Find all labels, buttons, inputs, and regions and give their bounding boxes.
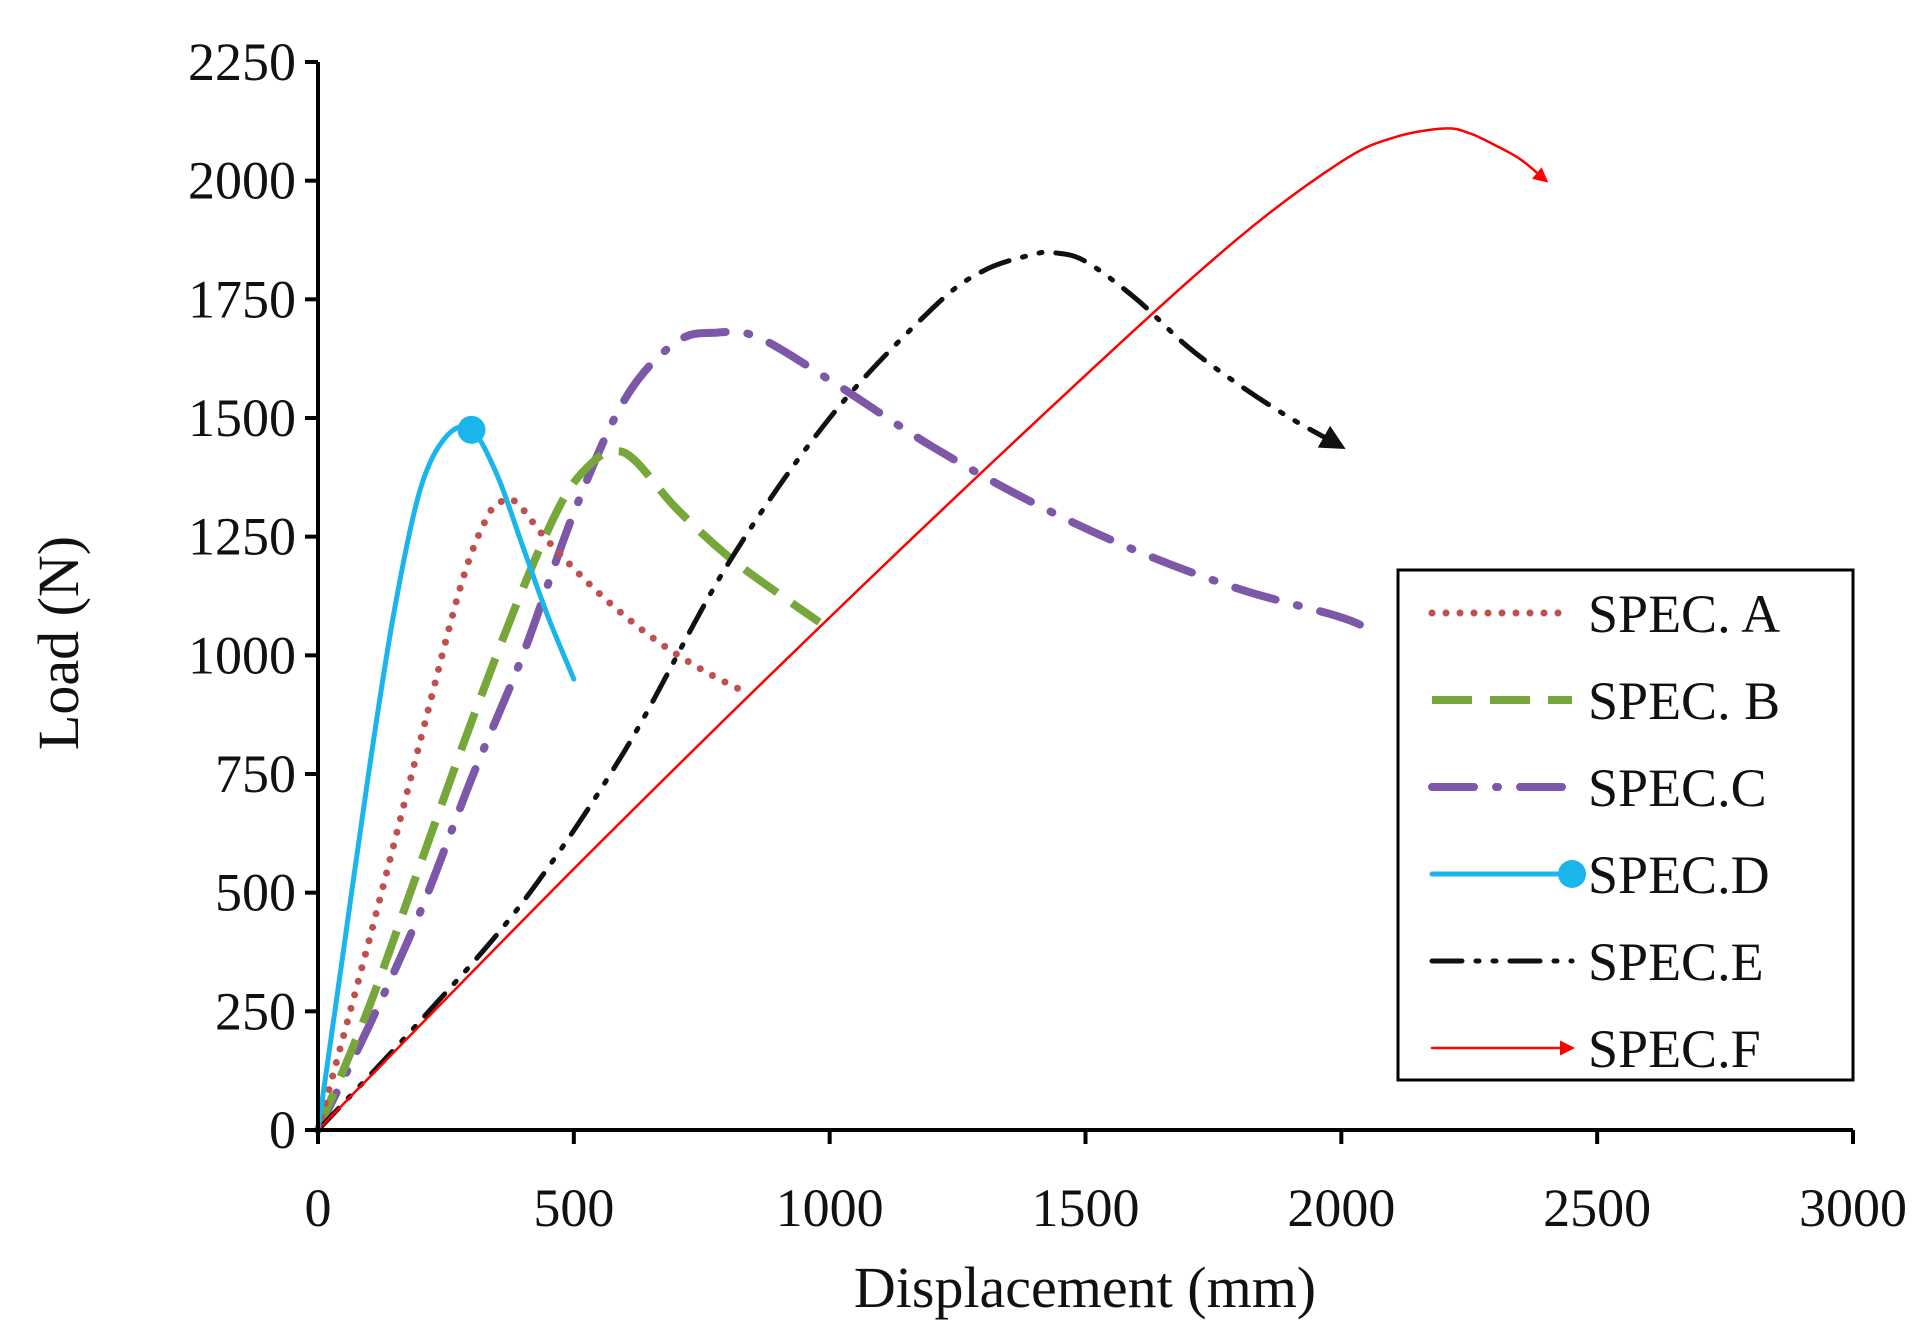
series-layer: [314, 127, 1549, 1134]
y-ticks: 0 250 500 750 1000 1250 1500 1750 2000 2250: [188, 32, 318, 1160]
y-tick-label: 1500: [188, 388, 296, 448]
legend-label-spec-a: SPEC. A: [1588, 584, 1780, 644]
series-line-spec-d: [315, 424, 577, 1133]
legend-label-spec-b: SPEC. B: [1588, 671, 1780, 731]
x-tick-label: 0: [305, 1178, 332, 1238]
legend-label-spec-f: SPEC.F: [1588, 1019, 1761, 1079]
y-tick-label: 2000: [188, 151, 296, 211]
series-line-spec-c: [314, 327, 1376, 1134]
legend-marker-spec-d: [1558, 860, 1586, 888]
x-axis-title: Displacement (mm): [854, 1255, 1316, 1320]
x-tick-label: 3000: [1799, 1178, 1907, 1238]
legend: SPEC. A SPEC. B SPEC.C SPEC.D SPEC.E SPEC.F: [1396, 568, 1855, 1082]
y-tick-label: 250: [215, 981, 296, 1041]
legend-label-spec-e: SPEC.E: [1588, 932, 1764, 992]
y-axis-title: Load (N): [26, 536, 91, 750]
legend-label-spec-c: SPEC.C: [1588, 758, 1767, 818]
y-tick-label: 1750: [188, 269, 296, 329]
y-tick-label: 1000: [188, 625, 296, 685]
y-tick-label: 500: [215, 863, 296, 923]
series-marker-spec-d: [457, 415, 486, 444]
series-line-spec-e: [315, 249, 1346, 1133]
x-tick-label: 1500: [1032, 1178, 1140, 1238]
axes: 0 250 500 750 1000 1250 1500 1750 2000 2250 0 500 1…: [188, 32, 1907, 1238]
series-line-spec-f: [316, 127, 1549, 1132]
y-tick-label: 750: [215, 744, 296, 804]
series-line-spec-b: [314, 447, 822, 1132]
legend-box: [1396, 568, 1855, 1082]
x-ticks: 0 500 1000 1500 2000 2500 3000: [305, 1130, 1907, 1238]
plot-area: [314, 127, 1549, 1134]
y-tick-label: 1250: [188, 507, 296, 567]
x-tick-label: 2000: [1287, 1178, 1395, 1238]
x-tick-label: 2500: [1543, 1178, 1651, 1238]
x-tick-label: 500: [533, 1178, 614, 1238]
x-tick-label: 1000: [776, 1178, 884, 1238]
y-tick-label: 0: [269, 1100, 296, 1160]
legend-items: SPEC. A SPEC. B SPEC.C SPEC.D SPEC.E SPEC.F: [1428, 584, 1780, 1079]
series-line-spec-a: [314, 495, 752, 1134]
legend-label-spec-d: SPEC.D: [1588, 845, 1770, 905]
y-tick-label: 2250: [188, 32, 296, 92]
